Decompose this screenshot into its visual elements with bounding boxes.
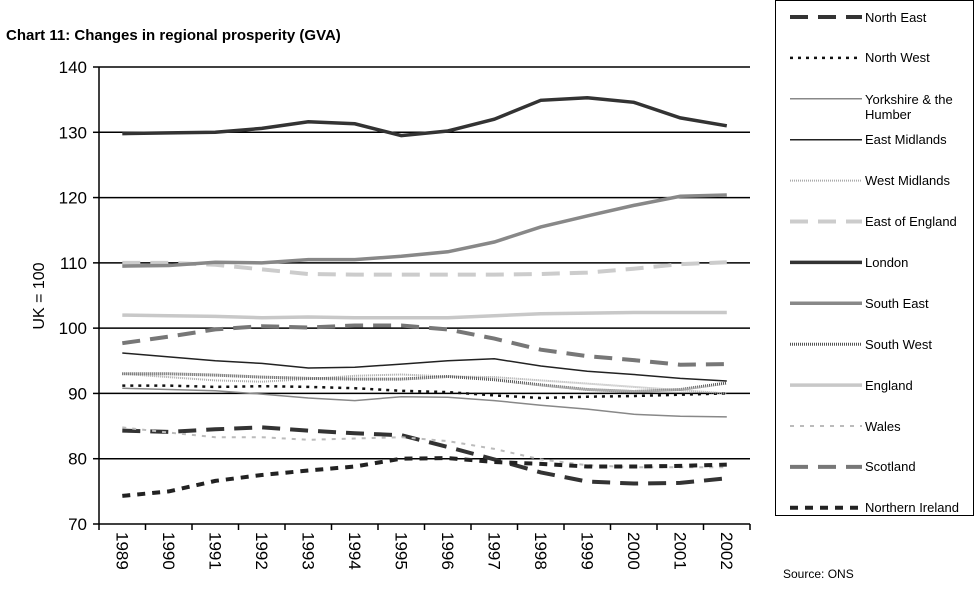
legend-wrap: South West xyxy=(865,320,973,368)
series-line xyxy=(122,260,727,277)
y-tick-label: 100 xyxy=(59,319,87,338)
legend-entry: London xyxy=(865,238,973,286)
legend-wrap: South East xyxy=(865,279,973,327)
legend-entry: West Midlands xyxy=(865,157,973,205)
legend-entry: England xyxy=(865,361,973,409)
series-line xyxy=(122,387,727,418)
legend-label: Scotland xyxy=(865,459,916,475)
y-tick-label: 110 xyxy=(60,254,87,273)
legend-entry: East of England xyxy=(865,198,973,246)
y-tick-label: 70 xyxy=(68,515,87,534)
legend-label: West Midlands xyxy=(865,173,951,189)
x-tick-label: 1998 xyxy=(531,532,550,570)
y-tick-label: 140 xyxy=(59,58,87,77)
x-tick-label: 1995 xyxy=(391,532,410,570)
y-tick-label: 130 xyxy=(59,123,87,142)
x-tick-label: 2002 xyxy=(717,532,736,570)
legend-entry: North East xyxy=(865,0,973,41)
legend-label: East Midlands xyxy=(865,132,947,148)
legend-label: East of England xyxy=(865,214,957,229)
x-tick-label: 2001 xyxy=(670,532,689,570)
legend-entry: East Midlands xyxy=(865,116,973,164)
legend-wrap: East of England xyxy=(865,198,973,246)
legend-wrap: North West xyxy=(865,34,973,82)
legend-wrap: England xyxy=(865,361,973,409)
series-line xyxy=(122,426,727,469)
legend-entry: Scotland xyxy=(865,443,973,491)
y-axis-label: UK = 100 xyxy=(31,262,48,329)
legend-entry: South West xyxy=(865,320,973,368)
legend-wrap: Wales xyxy=(865,402,973,450)
x-tick-label: 1991 xyxy=(205,532,224,570)
legend-wrap: West Midlands xyxy=(865,157,973,205)
legend-entry: South East xyxy=(865,279,973,327)
legend-label: Wales xyxy=(865,418,901,434)
x-tick-label: 1997 xyxy=(484,532,503,570)
series-line xyxy=(122,310,727,320)
legend-entry: Wales xyxy=(865,402,973,450)
x-tick-label: 1999 xyxy=(577,532,596,570)
legend-wrap: London xyxy=(865,238,973,286)
x-tick-label: 2000 xyxy=(624,532,643,570)
legend-label: Yorkshire & the Humber xyxy=(865,91,953,122)
x-tick-label: 1989 xyxy=(112,532,131,570)
series-line xyxy=(122,352,727,382)
legend-label: North East xyxy=(865,9,927,25)
legend-label: South East xyxy=(865,295,929,311)
series-line xyxy=(122,425,727,486)
x-tick-label: 1994 xyxy=(345,532,364,570)
x-tick-label: 1996 xyxy=(438,532,457,570)
x-tick-label: 1992 xyxy=(252,532,271,570)
series-line xyxy=(122,456,727,498)
y-tick-label: 90 xyxy=(68,384,87,403)
legend-entry: North West xyxy=(865,34,973,82)
legend-label: Northern Ireland xyxy=(865,500,959,516)
legend-wrap: East Midlands xyxy=(865,116,973,164)
legend-wrap: Scotland xyxy=(865,443,973,491)
series-line xyxy=(122,384,727,400)
y-tick-label: 80 xyxy=(68,450,87,469)
x-tick-label: 1990 xyxy=(159,532,178,570)
legend-entry: Yorkshire & the Humber xyxy=(865,75,973,123)
series-line xyxy=(122,323,727,367)
legend-label: London xyxy=(865,254,909,270)
legend-wrap: Northern Ireland xyxy=(865,484,973,532)
source-note: Source: ONS xyxy=(783,567,854,581)
x-tick-label: 1993 xyxy=(298,532,317,570)
chart-title: Chart 11: Changes in regional prosperity… xyxy=(6,27,341,44)
series-line xyxy=(122,372,727,395)
legend-wrap: Yorkshire & the Humber xyxy=(865,75,973,123)
legend-wrap: North East xyxy=(865,0,973,41)
legend-label: North West xyxy=(865,50,930,66)
legend-label: England xyxy=(865,377,913,393)
series-line xyxy=(122,372,728,394)
legend-entry: Northern Ireland xyxy=(865,484,973,532)
series-line xyxy=(122,95,728,138)
series-line xyxy=(122,193,727,268)
legend-label: South West xyxy=(865,336,932,352)
y-tick-label: 120 xyxy=(59,189,87,208)
